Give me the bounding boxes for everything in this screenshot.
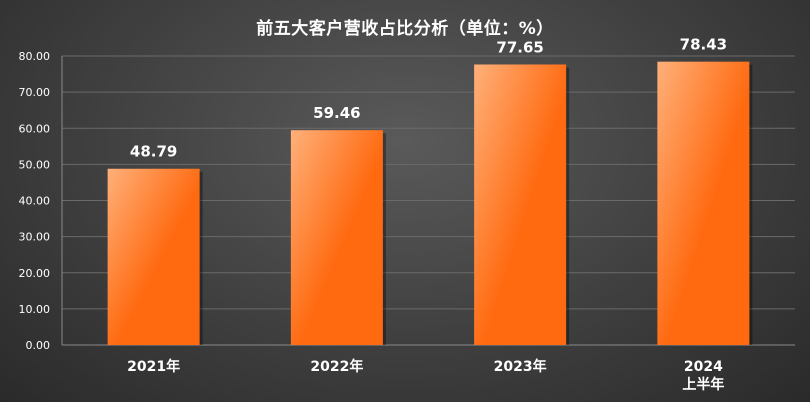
y-tick-label: 70.00 [19, 86, 51, 99]
value-labels: 48.79 59.46 77.65 78.43 [130, 36, 727, 161]
y-tick-label: 80.00 [19, 50, 51, 63]
y-tick-label: 10.00 [19, 303, 51, 316]
bar [290, 130, 383, 345]
bar [657, 61, 750, 345]
chart-title: 前五大客户营收占比分析（单位：%） [256, 19, 554, 39]
x-tick-label: 上半年 [682, 376, 724, 393]
value-label: 78.43 [680, 36, 727, 54]
y-tick-label: 20.00 [19, 267, 51, 280]
x-tick-label: 2024 [684, 359, 723, 375]
y-tick-label: 50.00 [19, 158, 51, 171]
x-tick-label: 2021年 [127, 358, 180, 375]
y-axis: 0.00 10.00 20.00 30.00 40.00 50.00 60.00 70.00 8… [19, 50, 63, 352]
bar [474, 64, 567, 345]
y-tick-label: 0.00 [26, 339, 51, 352]
value-label: 59.46 [313, 104, 360, 122]
y-tick-label: 30.00 [19, 231, 51, 244]
value-label: 77.65 [496, 38, 543, 56]
x-tick-label: 2023年 [494, 358, 547, 375]
value-label: 48.79 [130, 143, 177, 161]
y-tick-label: 60.00 [19, 122, 51, 135]
x-tick-label: 2022年 [310, 358, 363, 375]
y-tick-label: 40.00 [19, 195, 51, 208]
bars [107, 61, 753, 345]
bar [107, 168, 200, 345]
